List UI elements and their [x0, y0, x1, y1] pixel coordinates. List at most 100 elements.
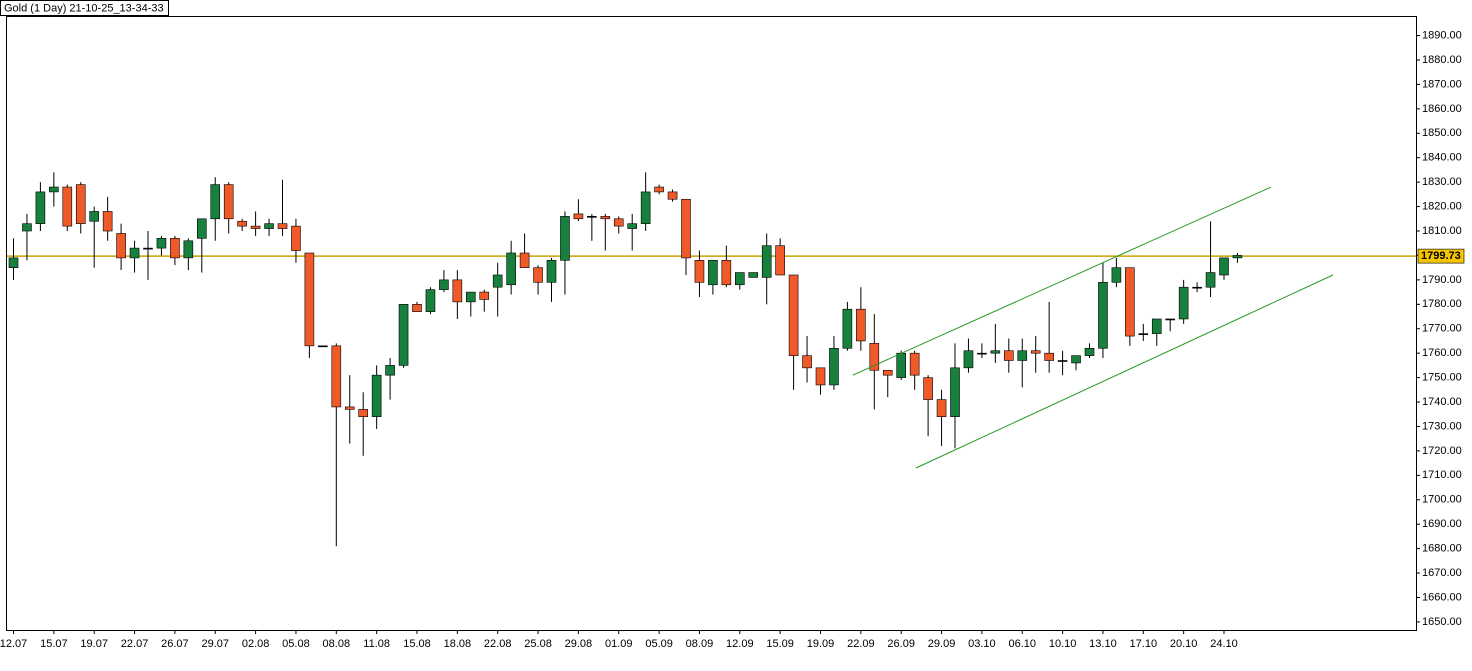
x-tick-label: 18.08	[444, 638, 472, 650]
candle-body	[694, 260, 705, 283]
candle-body	[183, 240, 194, 259]
y-tick-label: 1710.00	[1422, 469, 1462, 481]
y-tick-label: 1820.00	[1422, 200, 1462, 212]
candle-body	[990, 350, 1001, 354]
candle-body	[761, 245, 772, 278]
x-tick-label: 12.07	[0, 638, 27, 650]
candle-body	[1125, 267, 1135, 337]
candle-body	[963, 350, 974, 369]
y-tick-label: 1850.00	[1422, 127, 1462, 139]
candle-body	[734, 272, 745, 286]
y-tick-label: 1740.00	[1422, 396, 1462, 408]
x-tick-label: 29.08	[565, 638, 593, 650]
y-tick-label: 1700.00	[1422, 494, 1462, 506]
candle-body	[371, 374, 382, 418]
candle-body	[1151, 318, 1162, 334]
y-tick-label: 1660.00	[1422, 591, 1462, 603]
candle-body	[600, 216, 611, 220]
x-tick-label: 22.08	[484, 638, 512, 650]
candle-body	[546, 260, 557, 283]
candle-body	[210, 184, 221, 220]
x-tick-label: 12.09	[726, 638, 754, 650]
x-tick-label: 05.09	[645, 638, 673, 650]
candle-body	[8, 257, 19, 268]
candle-body	[197, 218, 207, 239]
candle-body	[250, 225, 261, 229]
candle-body	[22, 223, 32, 232]
candle-body	[492, 274, 503, 288]
x-tick-label: 26.09	[887, 638, 915, 650]
x-tick-label: 15.08	[403, 638, 431, 650]
x-tick-label: 13.10	[1089, 638, 1117, 650]
candle-body	[519, 252, 530, 268]
y-tick-label: 1840.00	[1422, 152, 1462, 164]
candle-body	[1165, 318, 1175, 321]
candle-body	[627, 223, 638, 229]
candle-body	[1098, 282, 1108, 349]
y-tick-label: 1770.00	[1422, 323, 1462, 335]
candle-body	[613, 218, 624, 227]
x-tick-label: 08.08	[323, 638, 351, 650]
candle-body	[788, 274, 799, 356]
candle-body	[465, 291, 476, 303]
x-tick-label: 15.07	[40, 638, 68, 650]
candle-body	[1071, 355, 1081, 364]
candle-body	[936, 399, 947, 418]
x-tick-label: 29.09	[928, 638, 956, 650]
candle-body	[1057, 360, 1068, 362]
candle-body	[264, 223, 274, 229]
y-tick-label: 1810.00	[1422, 225, 1462, 237]
candle-body	[654, 186, 664, 193]
candle-body	[223, 184, 234, 220]
x-tick-label: 22.07	[121, 638, 149, 650]
candle-body	[909, 352, 920, 376]
candle-body	[479, 291, 490, 300]
x-tick-label: 10.10	[1049, 638, 1077, 650]
y-tick-label: 1680.00	[1422, 543, 1462, 555]
x-tick-label: 01.09	[605, 638, 633, 650]
candle-body	[775, 245, 785, 276]
candle-body	[129, 247, 140, 259]
y-tick-label: 1720.00	[1422, 445, 1462, 457]
y-tick-label: 1880.00	[1422, 54, 1462, 66]
candle-body	[1232, 255, 1243, 259]
y-tick-label: 1650.00	[1422, 616, 1462, 628]
y-tick-label: 1670.00	[1422, 567, 1462, 579]
candle-body	[869, 343, 880, 371]
candle-body	[506, 252, 516, 286]
candle-body	[1111, 267, 1122, 283]
candle-body	[331, 345, 342, 408]
candle-body	[1030, 350, 1041, 354]
candle-body	[573, 213, 584, 220]
candle-body	[62, 186, 73, 227]
x-tick-label: 15.09	[766, 638, 794, 650]
y-tick-label: 1730.00	[1422, 420, 1462, 432]
x-tick-label: 19.09	[807, 638, 835, 650]
x-tick-label: 06.10	[1008, 638, 1036, 650]
candle-body	[1178, 286, 1189, 320]
candle-body	[681, 198, 691, 259]
candle-body	[89, 211, 99, 222]
x-tick-label: 22.09	[847, 638, 875, 650]
trend-line	[852, 186, 1272, 376]
chart-title: Gold (1 Day) 21-10-25_13-34-33	[4, 2, 164, 14]
candle-body	[1044, 352, 1054, 361]
candle-body	[143, 247, 153, 250]
candle-body	[398, 304, 409, 366]
x-tick-label: 29.07	[201, 638, 229, 650]
candle-body	[102, 211, 113, 232]
price-label: 1799.73	[1421, 250, 1461, 262]
x-tick-label: 05.08	[282, 638, 310, 650]
candle-body	[977, 352, 987, 355]
x-tick-label: 08.09	[686, 638, 714, 650]
candle-body	[344, 406, 355, 410]
x-tick-label: 03.10	[968, 638, 996, 650]
candle-body	[896, 352, 907, 378]
candle-body	[802, 355, 812, 369]
candle-body	[856, 308, 866, 342]
candle-body	[1192, 286, 1202, 289]
x-tick-label: 20.10	[1170, 638, 1198, 650]
candle-body	[425, 289, 436, 312]
